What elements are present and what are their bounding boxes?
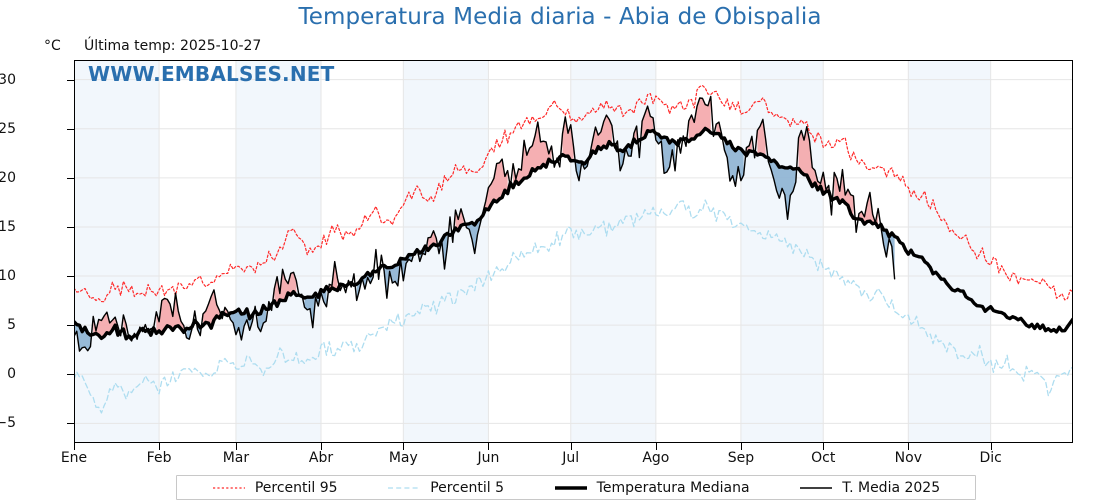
y-axis-tick-mark bbox=[67, 79, 74, 81]
y-axis-tick-label: 10 bbox=[0, 268, 16, 285]
legend-item-label: Percentil 95 bbox=[254, 479, 338, 496]
chart-svg bbox=[74, 60, 1073, 443]
x-axis-tick-label: Oct bbox=[811, 450, 836, 466]
x-axis-tick-mark bbox=[403, 443, 405, 450]
y-axis-unit-label: °C bbox=[44, 38, 61, 54]
legend-item[interactable]: Temperatura Mediana bbox=[554, 480, 750, 496]
chart-legend: Percentil 95 Percentil 5 Temperatura Media… bbox=[176, 475, 976, 500]
legend-swatch-2 bbox=[554, 485, 587, 490]
x-axis-tick-label: Jul bbox=[562, 450, 580, 466]
legend-item[interactable]: Percentil 95 bbox=[212, 480, 338, 496]
plot-border bbox=[74, 60, 1073, 443]
legend-item[interactable]: T. Media 2025 bbox=[799, 480, 940, 496]
x-axis-tick-label: May bbox=[388, 450, 418, 466]
x-axis-tick-mark bbox=[321, 443, 322, 450]
y-axis-labels: −5 0 5 10 15 20 25 30 bbox=[0, 0, 74, 500]
y-axis-tick-label: 20 bbox=[0, 169, 16, 186]
x-axis-tick-label: Nov bbox=[894, 450, 922, 466]
x-axis-tick-label: Sep bbox=[727, 450, 755, 466]
x-axis-tick-label: Feb bbox=[146, 450, 172, 466]
data-series bbox=[74, 84, 1073, 414]
y-axis-tick-mark bbox=[67, 177, 74, 179]
x-axis-tick-label: Dic bbox=[979, 450, 1002, 466]
plot-area bbox=[74, 60, 1073, 443]
x-axis-tick-mark bbox=[740, 443, 742, 450]
legend-item-label: Temperatura Mediana bbox=[596, 479, 750, 496]
x-axis-tick-label: Ago bbox=[642, 450, 670, 466]
y-axis-tick-mark bbox=[67, 374, 74, 376]
y-axis-tick-label: 15 bbox=[0, 218, 16, 235]
y-axis-tick-label: 25 bbox=[0, 120, 16, 137]
x-axis-tick-mark bbox=[908, 443, 910, 450]
x-axis-tick-label: Mar bbox=[222, 450, 250, 466]
y-axis-tick-mark bbox=[67, 423, 74, 425]
legend-item-label: T. Media 2025 bbox=[842, 479, 941, 496]
x-axis-tick-label: Jun bbox=[477, 450, 500, 466]
legend-swatch-0 bbox=[212, 486, 245, 489]
legend-swatch-3 bbox=[800, 486, 833, 489]
x-axis-tick-mark bbox=[990, 443, 992, 450]
x-axis-tick-label: Ene bbox=[60, 450, 88, 466]
y-axis-tick-mark bbox=[67, 128, 74, 130]
legend-item[interactable]: Percentil 5 bbox=[387, 480, 504, 496]
legend-swatch-1 bbox=[388, 486, 421, 489]
y-axis-tick-mark bbox=[67, 226, 74, 228]
y-axis-tick-label: −5 bbox=[0, 415, 16, 432]
x-axis-tick-mark bbox=[570, 443, 572, 450]
x-axis-tick-mark bbox=[74, 443, 75, 450]
y-axis-tick-label: 0 bbox=[7, 366, 16, 383]
last-temp-label: Última temp: 2025-10-27 bbox=[84, 38, 262, 54]
x-axis-tick-label: Abr bbox=[308, 450, 334, 466]
x-axis-tick-mark bbox=[159, 443, 161, 450]
chart-title: Temperatura Media diaria - Abia de Obisp… bbox=[298, 4, 822, 30]
y-axis-tick-label: 30 bbox=[0, 71, 16, 88]
x-axis-tick-mark bbox=[235, 443, 237, 450]
y-axis-tick-mark bbox=[67, 325, 74, 327]
grid-lines bbox=[74, 60, 1073, 443]
x-axis-tick-mark bbox=[488, 443, 490, 450]
legend-item-label: Percentil 5 bbox=[430, 479, 505, 496]
y-axis-tick-label: 5 bbox=[7, 317, 16, 334]
x-axis-tick-mark bbox=[823, 443, 825, 450]
y-axis-tick-mark bbox=[67, 276, 74, 278]
watermark-label: WWW.EMBALSES.NET bbox=[88, 62, 335, 86]
x-axis-tick-mark bbox=[655, 443, 657, 450]
